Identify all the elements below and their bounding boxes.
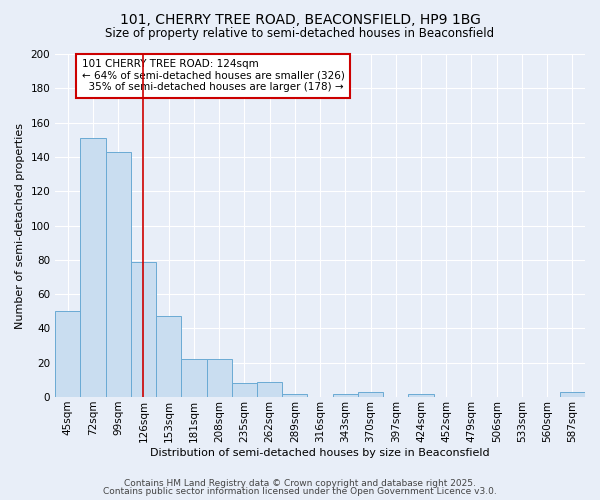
Bar: [131, 262, 156, 397]
X-axis label: Distribution of semi-detached houses by size in Beaconsfield: Distribution of semi-detached houses by …: [150, 448, 490, 458]
Y-axis label: Number of semi-detached properties: Number of semi-detached properties: [15, 122, 25, 328]
Bar: [80, 138, 106, 397]
Bar: [282, 394, 307, 397]
Bar: [232, 384, 257, 397]
Bar: [206, 360, 232, 397]
Text: Contains HM Land Registry data © Crown copyright and database right 2025.: Contains HM Land Registry data © Crown c…: [124, 478, 476, 488]
Text: Size of property relative to semi-detached houses in Beaconsfield: Size of property relative to semi-detach…: [106, 28, 494, 40]
Bar: [257, 382, 282, 397]
Bar: [156, 316, 181, 397]
Bar: [560, 392, 585, 397]
Bar: [332, 394, 358, 397]
Bar: [358, 392, 383, 397]
Text: 101, CHERRY TREE ROAD, BEACONSFIELD, HP9 1BG: 101, CHERRY TREE ROAD, BEACONSFIELD, HP9…: [119, 12, 481, 26]
Bar: [409, 394, 434, 397]
Bar: [181, 360, 206, 397]
Text: Contains public sector information licensed under the Open Government Licence v3: Contains public sector information licen…: [103, 487, 497, 496]
Bar: [55, 312, 80, 397]
Bar: [106, 152, 131, 397]
Text: 101 CHERRY TREE ROAD: 124sqm
← 64% of semi-detached houses are smaller (326)
  3: 101 CHERRY TREE ROAD: 124sqm ← 64% of se…: [82, 59, 344, 92]
